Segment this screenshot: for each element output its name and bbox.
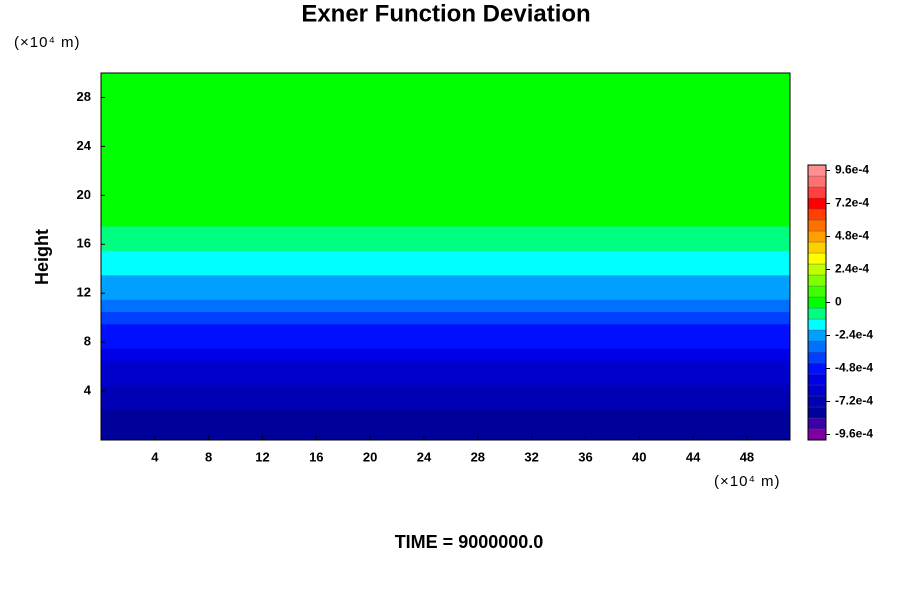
colorbar-segment <box>807 164 827 177</box>
field-band <box>101 238 790 251</box>
time-annotation: TIME = 9000000.0 <box>395 532 544 552</box>
plot-frame <box>100 72 791 441</box>
field-band <box>101 213 790 227</box>
field-band <box>101 397 790 410</box>
colorbar-tick-label: 7.2e-4 <box>835 196 869 210</box>
colorbar-segment <box>807 263 827 276</box>
y-axis-label: Height <box>32 229 52 285</box>
field-band <box>101 103 790 117</box>
field-band <box>101 274 790 288</box>
colorbar-segment <box>807 395 827 408</box>
colorbar-segment <box>807 329 827 342</box>
colorbar-segment <box>807 340 827 353</box>
colorbar-segment <box>807 186 827 199</box>
field-band <box>101 360 790 374</box>
colorbar-segment <box>807 175 827 188</box>
y-tick-label: 16 <box>77 236 91 251</box>
x-tick-label: 12 <box>255 449 269 464</box>
field-band <box>101 225 790 239</box>
field-band <box>101 433 790 441</box>
field-band <box>101 91 790 105</box>
colorbar-tick-label: -4.8e-4 <box>835 361 873 375</box>
x-tick-label: 44 <box>686 449 701 464</box>
colorbar-segment <box>807 362 827 375</box>
field-band <box>101 152 790 166</box>
colorbar-tick-label: 2.4e-4 <box>835 262 869 276</box>
field <box>101 73 790 441</box>
field-band <box>101 176 790 190</box>
colorbar-segment <box>807 274 827 287</box>
field-band <box>101 73 790 80</box>
colorbar-tick-label: 0 <box>835 295 842 309</box>
y-tick-label: 4 <box>84 383 92 398</box>
x-tick-label: 16 <box>309 449 323 464</box>
field-band <box>101 189 790 202</box>
colorbar-segment <box>807 406 827 419</box>
colorbar-segment <box>807 241 827 254</box>
colorbar-tick-label: -2.4e-4 <box>835 328 873 342</box>
field-band <box>101 409 790 423</box>
chart-title: Exner Function Deviation <box>301 0 590 27</box>
x-tick-label: 48 <box>740 449 754 464</box>
x-tick-label: 36 <box>578 449 592 464</box>
colorbar-tick-label: 4.8e-4 <box>835 229 869 243</box>
colorbar-segment <box>807 428 827 441</box>
x-tick-label: 28 <box>471 449 485 464</box>
field-band <box>101 128 790 141</box>
x-tick-label: 8 <box>205 449 212 464</box>
field-band <box>101 348 790 361</box>
y-unit: (×10⁴ m) <box>14 34 81 51</box>
colorbar-segment <box>807 351 827 364</box>
field-band <box>101 311 790 325</box>
colorbar-tick-label: -9.6e-4 <box>835 427 873 441</box>
field-band <box>101 299 790 313</box>
field-band <box>101 164 790 178</box>
field-band <box>101 79 790 92</box>
field-band <box>101 372 790 386</box>
colorbar-segment <box>807 417 827 430</box>
y-tick-label: 24 <box>77 138 92 153</box>
axes: 4 8 12 16 20 24 28 32 36 40 44 484812162024289.6e-4… <box>77 72 873 464</box>
colorbar-segment <box>807 285 827 298</box>
colorbar-segment <box>807 384 827 397</box>
colorbar-segment <box>807 318 827 331</box>
field-band <box>101 201 790 215</box>
colorbar-segment <box>807 230 827 243</box>
colorbar-segment <box>807 197 827 210</box>
colorbar-segment <box>807 252 827 265</box>
colorbar-segment <box>807 373 827 386</box>
y-tick-label: 12 <box>77 285 91 300</box>
x-tick-label: 4 <box>151 449 159 464</box>
x-tick-label: 32 <box>524 449 538 464</box>
x-tick-label: 24 <box>417 449 432 464</box>
colorbar-segment <box>807 307 827 320</box>
colorbar-segment <box>807 208 827 221</box>
x-tick-label: 20 <box>363 449 377 464</box>
x-tick-label: 40 <box>632 449 646 464</box>
field-band <box>101 250 790 264</box>
field-band <box>101 323 790 337</box>
field-band <box>101 384 790 398</box>
field-band <box>101 287 790 300</box>
colorbar-segment <box>807 296 827 309</box>
y-tick-label: 28 <box>77 89 91 104</box>
field-band <box>101 140 790 154</box>
y-tick-label: 20 <box>77 187 91 202</box>
y-tick-label: 8 <box>84 334 91 349</box>
colorbar-tick-label: 9.6e-4 <box>835 163 869 177</box>
x-unit: (×10⁴ m) <box>714 473 781 490</box>
colorbar-segment <box>807 219 827 232</box>
field-band <box>101 262 790 276</box>
field-band <box>101 336 790 349</box>
field-band <box>101 421 790 435</box>
colorbar-tick-label: -7.2e-4 <box>835 394 873 408</box>
field-band <box>101 115 790 129</box>
